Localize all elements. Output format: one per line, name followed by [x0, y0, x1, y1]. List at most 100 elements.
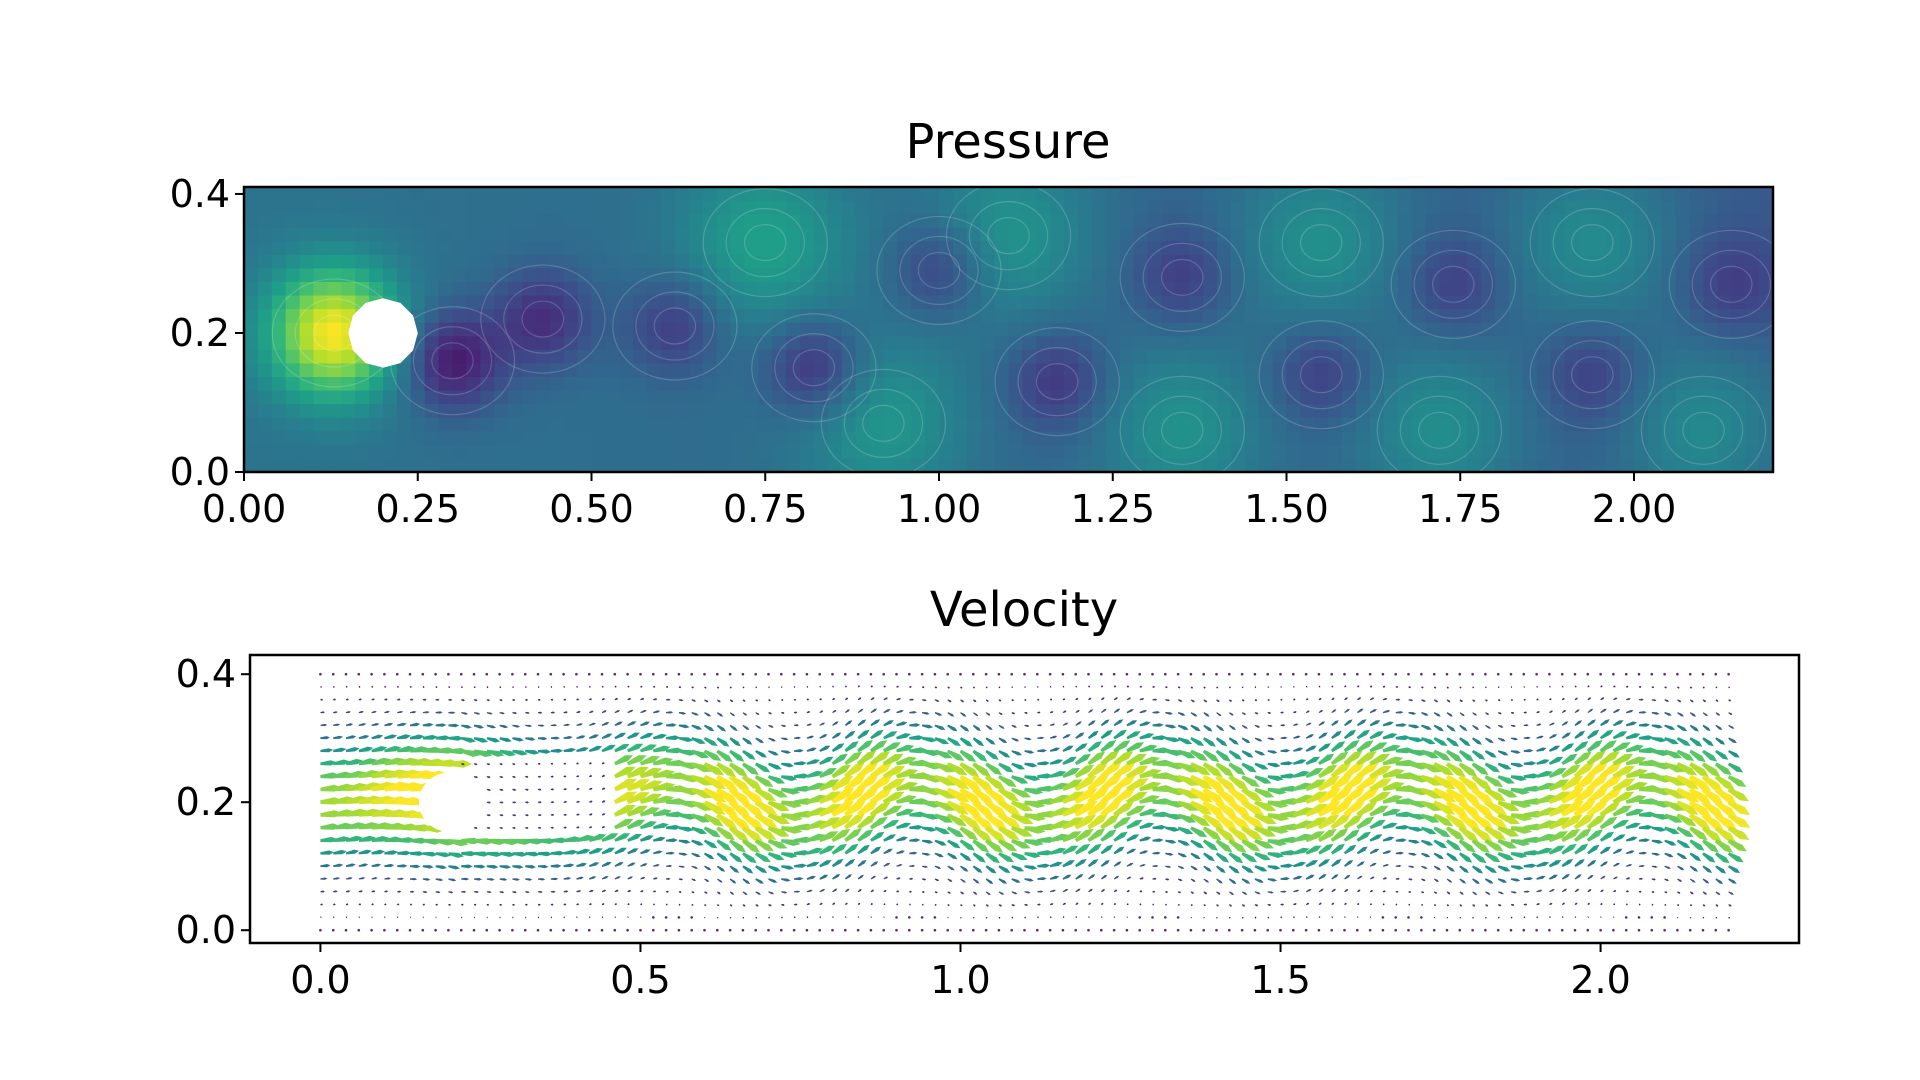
velocity-arrow [947, 686, 950, 689]
velocity-arrow [1330, 762, 1352, 779]
velocity-arrow [742, 917, 745, 919]
velocity-arrow [1626, 685, 1629, 688]
pressure-cell [688, 295, 704, 310]
pressure-cell [980, 363, 996, 378]
pressure-cell [424, 444, 440, 460]
velocity-arrow [1280, 698, 1283, 701]
pressure-cell [1745, 200, 1760, 215]
velocity-arrow [1228, 826, 1250, 842]
velocity-arrow [422, 723, 434, 727]
pressure-cell [285, 254, 301, 270]
pressure-cell [1078, 431, 1093, 446]
velocity-arrow [1152, 851, 1161, 855]
pressure-cell [285, 241, 301, 256]
pressure-cell [285, 295, 301, 310]
pressure-cell [1717, 254, 1732, 270]
pressure-cell [1244, 349, 1260, 365]
pressure-cell [1369, 349, 1385, 365]
velocity-arrow [1177, 686, 1181, 689]
velocity-arrow [397, 903, 400, 906]
velocity-arrow [768, 686, 770, 689]
velocity-arrow [525, 903, 528, 906]
pressure-cell [966, 241, 982, 256]
velocity-arrow [1626, 698, 1631, 701]
velocity-arrow [1369, 765, 1392, 779]
velocity-arrow [1574, 730, 1586, 739]
pressure-cell [1731, 377, 1746, 392]
velocity-arrow [576, 826, 580, 829]
pressure-cell [841, 268, 857, 283]
pressure-cell [1759, 295, 1773, 310]
velocity-arrow [1446, 699, 1451, 703]
pressure-cell [925, 227, 940, 242]
velocity-arrow [1715, 712, 1721, 716]
velocity-arrow [742, 865, 754, 874]
pressure-cell [1731, 227, 1746, 242]
pressure-cell [577, 336, 593, 351]
pressure-cell [1689, 444, 1705, 460]
pressure-cell [355, 417, 370, 432]
velocity-arrow [1112, 928, 1116, 932]
velocity-arrow [1677, 878, 1683, 882]
velocity-arrow [1485, 699, 1488, 702]
velocity-arrow [1510, 699, 1513, 701]
pressure-x-tick-label: 0.50 [549, 487, 634, 531]
velocity-arrow [1651, 839, 1663, 844]
pressure-cell [939, 322, 954, 337]
pressure-cell [341, 200, 356, 215]
pressure-cell [1050, 241, 1065, 256]
pressure-cell [661, 322, 676, 337]
pressure-cell [786, 349, 801, 365]
pressure-cell [1064, 349, 1079, 365]
velocity-arrow [1523, 773, 1540, 779]
velocity-arrow [1305, 722, 1312, 726]
pressure-cell [1536, 458, 1552, 472]
pressure-cell [772, 241, 787, 256]
velocity-arrow [716, 749, 733, 762]
pressure-cell [1036, 431, 1051, 446]
velocity-arrow [627, 819, 646, 830]
pressure-cell [410, 227, 426, 242]
velocity-arrow [614, 833, 631, 842]
velocity-arrow [626, 928, 629, 932]
pressure-cell [1022, 444, 1037, 460]
pressure-cell [758, 458, 773, 472]
velocity-arrow [1074, 928, 1077, 932]
pressure-cell [591, 322, 606, 337]
velocity-arrow [1510, 865, 1524, 870]
pressure-cell [438, 254, 454, 270]
pressure-cell [1453, 254, 1468, 270]
pressure-cell [522, 254, 537, 270]
velocity-y-tick-label: 0.2 [176, 780, 236, 824]
pressure-cell [355, 282, 370, 297]
pressure-cell [716, 417, 732, 432]
pressure-cell [1272, 336, 1288, 351]
velocity-arrow [1663, 672, 1666, 676]
pressure-cell [1244, 214, 1260, 229]
pressure-cell [1467, 268, 1482, 283]
velocity-arrow [781, 852, 798, 858]
pressure-cell [980, 349, 996, 365]
pressure-cell [925, 254, 940, 270]
velocity-arrow [345, 685, 348, 688]
pressure-cell [633, 282, 648, 297]
velocity-arrow [1586, 750, 1606, 766]
pressure-cell [383, 282, 398, 297]
pressure-cell [1342, 336, 1357, 351]
pressure-cell [911, 390, 926, 405]
velocity-arrow [459, 928, 463, 932]
pressure-cell [661, 417, 676, 432]
velocity-arrow [1458, 787, 1481, 805]
velocity-arrow [538, 711, 543, 714]
velocity-arrow [1600, 903, 1603, 905]
pressure-cell [452, 268, 467, 283]
velocity-arrow [587, 672, 591, 676]
pressure-cell [1217, 322, 1232, 337]
pressure-cell [452, 309, 467, 324]
velocity-arrow [1037, 773, 1054, 779]
pressure-cell [1091, 363, 1107, 378]
pressure-cell [1689, 200, 1705, 215]
velocity-arrow [742, 712, 748, 716]
pressure-contour [987, 217, 1030, 255]
pressure-cell [897, 254, 912, 270]
